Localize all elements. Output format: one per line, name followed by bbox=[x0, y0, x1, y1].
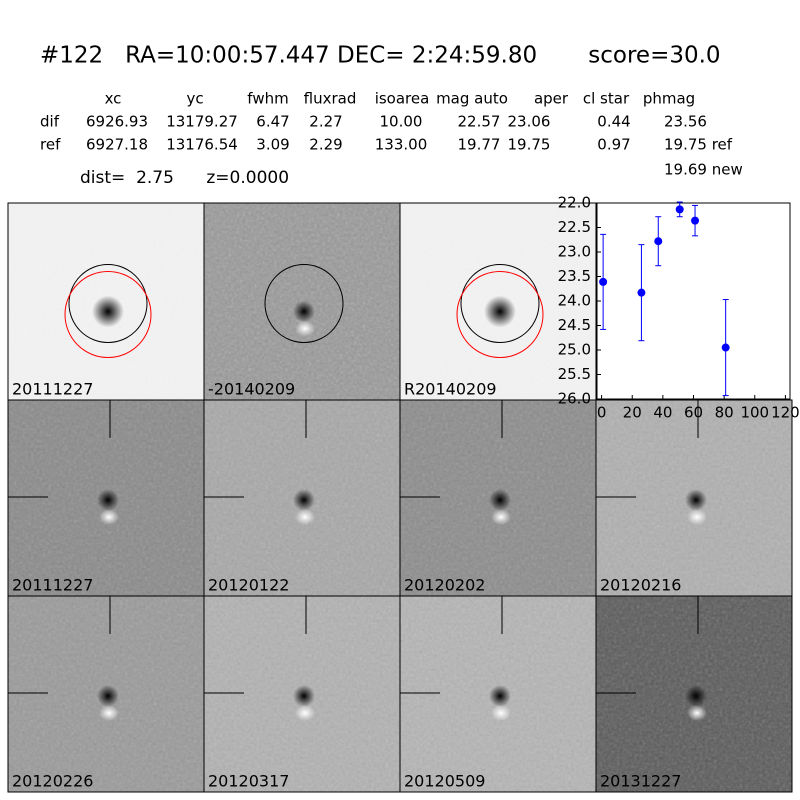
table-cell: 13179.27 bbox=[166, 113, 238, 131]
x-tick-label: 0 bbox=[597, 404, 607, 422]
table-cell: 13176.54 bbox=[166, 136, 238, 154]
residual bbox=[295, 509, 315, 525]
row-label: ref bbox=[40, 136, 61, 154]
aperture-circle bbox=[64, 271, 152, 358]
source bbox=[293, 489, 315, 511]
stamp-label: R20140209 bbox=[404, 380, 497, 399]
data-point bbox=[599, 277, 608, 286]
table-cell: 0.44 bbox=[597, 113, 630, 131]
residual bbox=[295, 705, 315, 721]
table-cell: 6927.18 bbox=[86, 136, 148, 154]
source bbox=[489, 489, 511, 511]
table-cell: 19.75 ref bbox=[664, 136, 733, 154]
y-tick-label: 23.5 bbox=[558, 267, 591, 285]
source bbox=[484, 295, 516, 328]
stamp-label: -20140209 bbox=[208, 380, 295, 399]
residual bbox=[491, 509, 511, 525]
table-cell: 22.57 bbox=[458, 113, 501, 131]
y-tick-label: 24.0 bbox=[558, 292, 591, 310]
source bbox=[685, 685, 707, 707]
column-header: fluxrad bbox=[304, 90, 357, 108]
column-header: aper bbox=[534, 90, 569, 108]
stamp-label: 20111227 bbox=[12, 380, 93, 399]
table-cell: 2.29 bbox=[309, 136, 342, 154]
dist-line: dist= 2.75 z=0.0000 bbox=[80, 168, 289, 188]
aperture-circle bbox=[456, 271, 544, 358]
stamp-label: 20111227 bbox=[12, 576, 93, 595]
plot-area bbox=[596, 202, 791, 400]
column-header: phmag bbox=[643, 90, 695, 108]
table-cell: 10.00 bbox=[380, 113, 423, 131]
source bbox=[489, 685, 511, 707]
residual bbox=[687, 705, 707, 721]
residual bbox=[99, 509, 119, 525]
source bbox=[685, 489, 707, 511]
x-tick-label: 20 bbox=[623, 404, 642, 422]
stamp-label: 20120122 bbox=[208, 576, 289, 595]
column-header: cl star bbox=[583, 90, 630, 108]
x-tick-label: 120 bbox=[771, 404, 800, 422]
stamp-label: 20120216 bbox=[600, 576, 681, 595]
data-point bbox=[675, 205, 684, 214]
table-cell: 19.75 bbox=[508, 136, 551, 154]
y-tick-label: 23.0 bbox=[558, 243, 591, 261]
column-header: isoarea bbox=[375, 90, 430, 108]
table-cell: 133.00 bbox=[375, 136, 428, 154]
source bbox=[92, 295, 124, 328]
column-header: yc bbox=[186, 90, 203, 108]
table-cell: 23.56 bbox=[664, 113, 707, 131]
table-cell: 19.77 bbox=[458, 136, 501, 154]
stamp-label: 20120317 bbox=[208, 772, 289, 791]
title: #122 RA=10:00:57.447 DEC= 2:24:59.80 sco… bbox=[40, 43, 721, 69]
column-header: fwhm bbox=[247, 90, 288, 108]
ref-circle bbox=[68, 264, 148, 343]
source bbox=[293, 685, 315, 707]
stamp-label: 20120202 bbox=[404, 576, 485, 595]
y-tick-label: 22.0 bbox=[558, 194, 591, 212]
stamp-label: 20131227 bbox=[600, 772, 681, 791]
x-tick-label: 40 bbox=[653, 404, 672, 422]
y-tick-label: 24.5 bbox=[558, 316, 591, 334]
y-tick-label: 26.0 bbox=[558, 390, 591, 408]
data-point bbox=[721, 343, 730, 352]
x-tick-label: 100 bbox=[740, 404, 769, 422]
residual bbox=[687, 509, 707, 525]
y-tick-label: 22.5 bbox=[558, 218, 591, 236]
residual bbox=[491, 705, 511, 721]
column-header: mag auto bbox=[436, 90, 508, 108]
row-label: dif bbox=[40, 113, 60, 131]
data-point bbox=[691, 216, 700, 225]
table-cell: 3.09 bbox=[256, 136, 289, 154]
x-tick-label: 60 bbox=[684, 404, 703, 422]
column-header: xc bbox=[105, 90, 122, 108]
ref-circle bbox=[264, 264, 344, 343]
source bbox=[97, 489, 119, 511]
data-point bbox=[637, 288, 646, 297]
y-tick-label: 25.5 bbox=[558, 365, 591, 383]
table-cell: 6.47 bbox=[256, 113, 289, 131]
table-cell: 23.06 bbox=[508, 113, 551, 131]
stamp-label: 20120226 bbox=[12, 772, 93, 791]
table-extra: 19.69 new bbox=[664, 161, 743, 179]
ref-circle bbox=[460, 264, 540, 343]
y-tick-label: 25.0 bbox=[558, 341, 591, 359]
data-point bbox=[654, 237, 663, 246]
x-tick-label: 80 bbox=[715, 404, 734, 422]
stamp-label: 20120509 bbox=[404, 772, 485, 791]
table-cell: 0.97 bbox=[597, 136, 630, 154]
stamp-border bbox=[595, 595, 793, 793]
source bbox=[97, 685, 119, 707]
residual bbox=[99, 705, 119, 721]
table-cell: 6926.93 bbox=[86, 113, 148, 131]
residual bbox=[295, 320, 315, 337]
source bbox=[293, 300, 315, 323]
table-cell: 2.27 bbox=[309, 113, 342, 131]
